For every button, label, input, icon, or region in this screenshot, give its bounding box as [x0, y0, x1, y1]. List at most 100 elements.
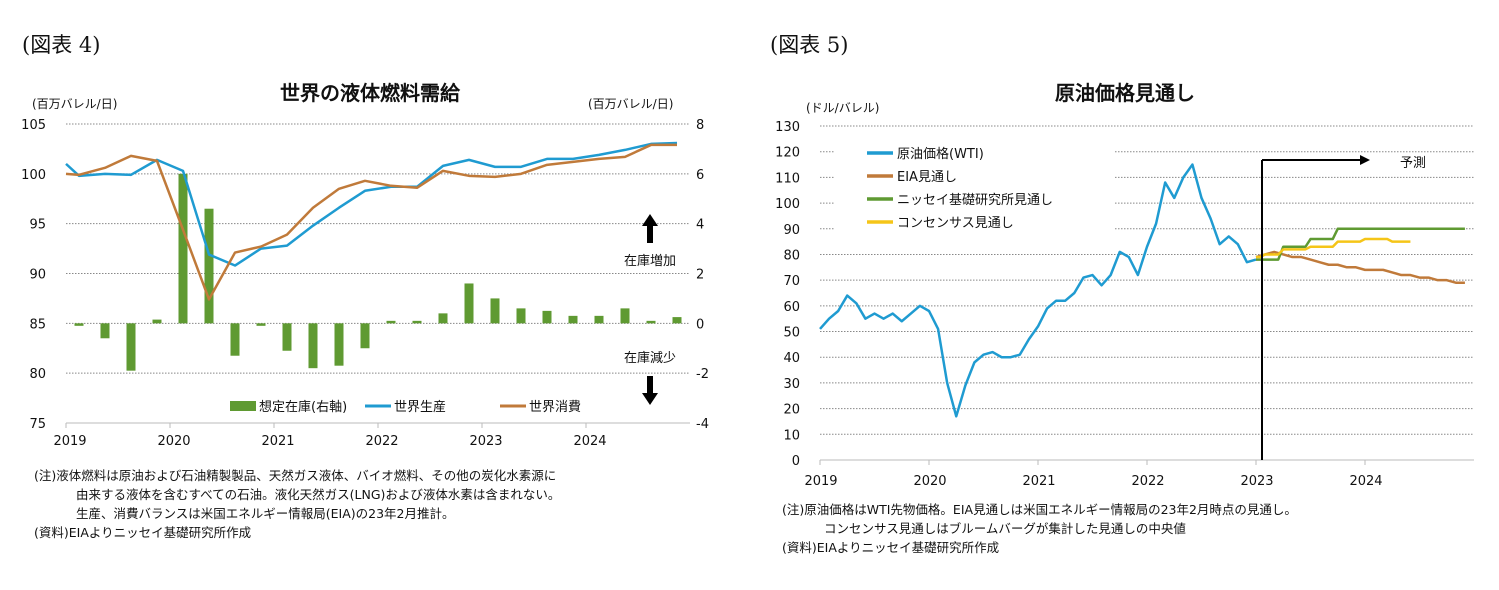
right-axis-unit: (百万バレル/日) — [588, 97, 673, 111]
inventory-bar — [360, 323, 370, 349]
x-tick-label: 2020 — [157, 434, 190, 449]
series-line-consensus — [1256, 237, 1411, 259]
legend-label: 世界消費 — [529, 400, 581, 415]
y-tick-label: 70 — [783, 274, 800, 289]
x-tick-label: 2022 — [365, 434, 398, 449]
inventory-bar — [516, 308, 526, 324]
left-y-tick-label: 90 — [29, 268, 46, 283]
chart-5-title: 原油価格見通し — [1055, 81, 1195, 105]
x-tick-label: 2024 — [573, 434, 606, 449]
inventory-bar — [334, 323, 344, 366]
note-line: (注)原油価格はWTI先物価格。EIA見通しは米国エネルギー情報局の23年2月時… — [782, 502, 1297, 517]
right-y-tick-label: -4 — [696, 417, 709, 432]
y-tick-label: 10 — [783, 428, 800, 443]
inventory-bar — [204, 208, 214, 324]
chart-4-title: 世界の液体燃料需給 — [280, 81, 461, 105]
inventory-decrease-label: 在庫減少 — [624, 350, 676, 366]
y-tick-label: 0 — [792, 454, 800, 469]
up-arrow-icon — [642, 214, 658, 243]
x-tick-label: 2021 — [1022, 474, 1055, 489]
series-line-nissei — [1256, 227, 1465, 261]
note-line: (注)液体燃料は原油および石油精製製品、天然ガス液体、バイオ燃料、その他の炭化水… — [34, 468, 557, 483]
source-line: (資料)EIAよりニッセイ基礎研究所作成 — [34, 525, 252, 540]
inventory-bar — [152, 319, 162, 324]
forecast-arrow-icon — [1360, 155, 1370, 165]
inventory-bar — [230, 323, 240, 356]
right-y-tick-label: 4 — [696, 218, 704, 233]
left-y-tick-label: 85 — [29, 317, 46, 332]
y-tick-label: 60 — [783, 300, 800, 315]
x-tick-label: 2022 — [1131, 474, 1164, 489]
down-arrow-icon — [642, 376, 658, 405]
inventory-increase-label: 在庫増加 — [624, 254, 676, 269]
x-tick-label: 2024 — [1349, 474, 1382, 489]
x-tick-label: 2023 — [469, 434, 502, 449]
y-tick-label: 120 — [775, 146, 800, 161]
y-tick-label: 50 — [783, 326, 800, 341]
x-tick-label: 2019 — [804, 474, 837, 489]
forecast-label: 予測 — [1400, 156, 1426, 171]
y-tick-label: 110 — [775, 171, 800, 186]
legend-label: ニッセイ基礎研究所見通し — [897, 193, 1053, 208]
left-axis-unit: (百万バレル/日) — [32, 97, 117, 111]
y-tick-label: 30 — [783, 377, 800, 392]
x-tick-label: 2021 — [261, 434, 294, 449]
left-y-tick-label: 75 — [29, 417, 46, 432]
legend-label: 想定在庫(右軸) — [259, 399, 347, 415]
inventory-bar — [464, 283, 474, 324]
inventory-bar — [672, 317, 682, 324]
series-line-eia — [1255, 250, 1465, 284]
right-y-tick-label: 8 — [696, 118, 704, 133]
y-tick-label: 80 — [783, 248, 800, 263]
series-line-wti — [819, 163, 1257, 418]
inventory-bar — [438, 313, 448, 324]
x-tick-label: 2020 — [913, 474, 946, 489]
legend-label: 原油価格(WTI) — [897, 146, 984, 162]
inventory-bar — [490, 298, 500, 324]
y-tick-label: 100 — [775, 197, 800, 212]
inventory-bar — [74, 323, 84, 326]
chart-5-notes: (注)原油価格はWTI先物価格。EIA見通しは米国エネルギー情報局の23年2月時… — [782, 500, 1297, 557]
inventory-bar — [386, 320, 396, 324]
inventory-bar — [126, 323, 136, 371]
inventory-bar — [100, 323, 110, 339]
note-line: 由来する液体を含むすべての石油。液化天然ガス(LNG)および液体水素は含まれない… — [76, 487, 561, 502]
note-line: コンセンサス見通しはブルームバーグが集計した見通しの中央値 — [824, 521, 1186, 536]
source-line: (資料)EIAよりニッセイ基礎研究所作成 — [782, 540, 1000, 555]
figure-4-label: (図表 4) — [22, 33, 100, 57]
inventory-bar — [412, 320, 422, 324]
left-y-tick-label: 95 — [29, 218, 46, 233]
right-y-tick-label: -2 — [696, 367, 709, 382]
series-line-consumption — [65, 143, 677, 301]
inventory-bar — [282, 323, 292, 351]
right-y-tick-label: 0 — [696, 317, 704, 332]
x-tick-label: 2019 — [53, 434, 86, 449]
inventory-bar — [308, 323, 318, 369]
inventory-bar — [646, 320, 656, 324]
legend-swatch-bar — [230, 401, 256, 411]
chart-4-notes: (注)液体燃料は原油および石油精製製品、天然ガス液体、バイオ燃料、その他の炭化水… — [34, 466, 560, 542]
figure-5-label: (図表 5) — [770, 33, 848, 57]
right-y-tick-label: 2 — [696, 268, 704, 283]
legend-label: EIA見通し — [897, 170, 957, 185]
inventory-bar — [542, 310, 552, 324]
y-tick-label: 130 — [775, 120, 800, 135]
inventory-bar — [594, 315, 604, 324]
y-tick-label: 20 — [783, 403, 800, 418]
left-y-tick-label: 105 — [21, 118, 46, 133]
inventory-bar — [620, 308, 630, 324]
left-y-tick-label: 100 — [21, 168, 46, 183]
y-tick-label: 90 — [783, 223, 800, 238]
note-line: 生産、消費バランスは米国エネルギー情報局(EIA)の23年2月推計。 — [76, 506, 455, 521]
legend-label: コンセンサス見通し — [897, 216, 1014, 231]
x-tick-label: 2023 — [1240, 474, 1273, 489]
inventory-bar — [568, 315, 578, 324]
inventory-bar — [178, 173, 188, 324]
legend-label: 世界生産 — [394, 399, 446, 415]
inventory-bar — [256, 323, 266, 326]
price-axis-unit: (ドル/バレル) — [806, 101, 879, 115]
y-tick-label: 40 — [783, 351, 800, 366]
right-y-tick-label: 6 — [696, 168, 704, 183]
